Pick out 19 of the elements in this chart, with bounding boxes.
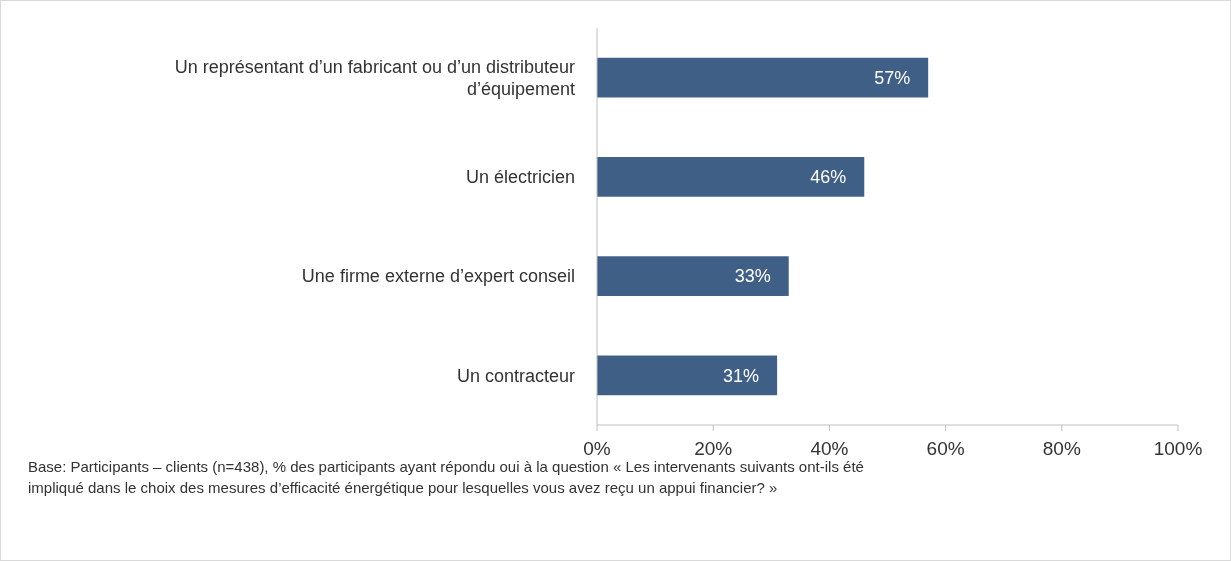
x-tick-label: 80% — [1042, 438, 1081, 459]
text: Base: Participants – clients (n=438), % des participants ayant répondu oui à la question « Les intervenants suivants ont-ils été impliqué dans le choix des mesures d’efficacité énergétique pour lesquelles vous avez reçu un appui financier? » — [28, 458, 864, 496]
data-label: 31% — [723, 365, 760, 386]
x-tick-label: 0% — [583, 438, 611, 459]
data-label: 46% — [810, 167, 847, 188]
y-tick-label: Un électricien — [465, 167, 575, 188]
x-tick-label: 100% — [1153, 438, 1203, 459]
x-tick-label: 20% — [694, 438, 733, 459]
y-tick-label: Un représentant d’un fabricant ou d’un distributeur d’équipement — [174, 56, 575, 99]
x-tick-label: 60% — [926, 438, 965, 459]
bar — [597, 256, 789, 296]
bar — [597, 355, 778, 396]
data-label: 57% — [874, 67, 911, 88]
y-tick-label: Une firme externe d’expert conseil — [301, 266, 575, 287]
data-label: 33% — [734, 266, 771, 287]
y-tick-label: Un contracteur — [456, 365, 575, 386]
bar — [597, 57, 929, 98]
bar — [597, 157, 865, 197]
x-tick-label: 40% — [810, 438, 849, 459]
